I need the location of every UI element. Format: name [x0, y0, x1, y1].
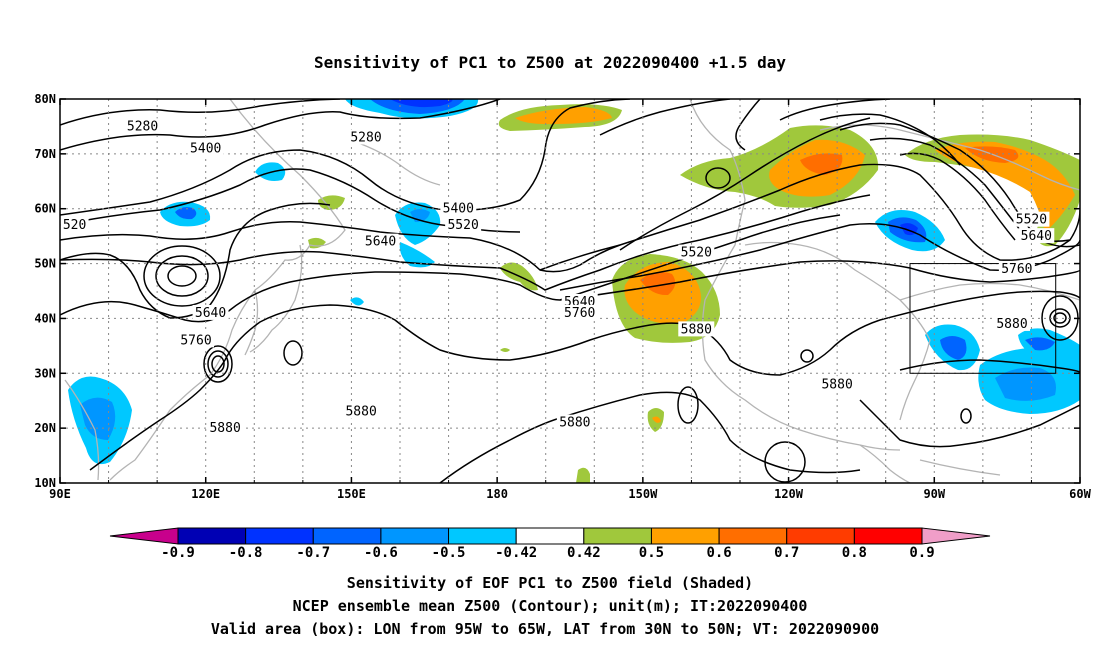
colorbar-label: -0.6 [364, 545, 398, 561]
lon-tick-label: 150W [628, 487, 658, 501]
contour-label-bg [819, 376, 856, 392]
lon-tick-label: 180 [486, 487, 508, 501]
lat-tick-label: 30N [34, 366, 56, 380]
colorbar-low-extension [109, 527, 179, 545]
contour-label: 5880 [209, 421, 240, 436]
colorbar-swatch [718, 527, 788, 545]
contour-label-bg [1018, 228, 1055, 244]
contour-label: 5880 [559, 416, 590, 431]
contour-label-bg [678, 244, 715, 260]
colorbar-swatch [312, 527, 382, 545]
contour-label: 5880 [996, 317, 1027, 332]
figure-title: Sensitivity of PC1 to Z500 at 2022090400… [314, 53, 786, 72]
contour-label: 5880 [345, 405, 376, 420]
lon-tick-label: 150E [337, 487, 366, 501]
map-axes: 90E 120E 150E 180 150W 120W 90W 60W 80N 70N 60N 50N… [34, 92, 1091, 501]
lon-tick-label: 60W [1069, 487, 1091, 501]
z500-contours [60, 99, 1080, 483]
contour-label-bg [187, 140, 224, 156]
contour-label: 5520 [1016, 213, 1047, 228]
contour-label: 5760 [1001, 262, 1032, 277]
colorbar-label: -0.42 [495, 545, 537, 561]
valid-area-box [909, 263, 1057, 374]
colorbar-high-extension [921, 527, 991, 545]
contour-label-bg [192, 304, 229, 320]
lat-tick-label: 10N [34, 476, 56, 490]
colorbar-swatch [786, 527, 855, 545]
contour-label-bg [207, 420, 244, 436]
colorbar-label: -0.9 [161, 545, 195, 561]
contour-label: 5520 [681, 246, 712, 261]
colorbar-label: 0.9 [909, 545, 934, 561]
contour-label: 5880 [681, 322, 712, 337]
contour-label-bg [343, 403, 380, 419]
contour-label-bg [998, 261, 1035, 277]
contour-label-bg [60, 217, 89, 233]
contour-label: 5760 [180, 333, 211, 348]
contour-label: 5400 [443, 202, 474, 217]
colorbar-swatch [853, 527, 923, 545]
colorbar: -0.9 -0.8 -0.7 -0.6 -0.5 -0.42 0.42 0.5 0.6 0.7 0.… [109, 527, 991, 561]
colorbar-swatch [650, 527, 720, 545]
contour-label: 5640 [195, 306, 226, 321]
contour-label-bg [556, 414, 593, 430]
contour-label-bg [994, 315, 1030, 331]
contour-label-bg [678, 321, 715, 337]
colorbar-label: 0.5 [639, 545, 664, 561]
contour-label-bg [1013, 211, 1050, 227]
colorbar-swatch [515, 527, 585, 545]
contour-labels: 5280540052056405760588052805640540055205… [60, 118, 1055, 436]
contour-label: 5520 [447, 218, 478, 233]
contour-label: 5760 [564, 306, 595, 321]
colorbar-swatch [380, 527, 450, 545]
contour-label-bg [445, 217, 482, 233]
map-frame [59, 98, 1081, 484]
contour-label: 520 [63, 218, 86, 233]
colorbar-label: -0.8 [229, 545, 263, 561]
contour-label-bg [440, 200, 477, 216]
colorbar-label: 0.42 [567, 545, 601, 561]
contour-label-bg [124, 118, 161, 134]
colorbar-label: 0.8 [842, 545, 867, 561]
contour-label-bg [362, 233, 399, 249]
contour-label: 5400 [190, 141, 221, 156]
colorbar-label: 0.6 [706, 545, 731, 561]
contour-label: 5280 [127, 119, 158, 134]
contour-label: 5880 [821, 377, 852, 392]
contour-label-bg [178, 332, 214, 348]
footer-line-1: Sensitivity of EOF PC1 to Z500 field (Sh… [347, 574, 753, 592]
contour-label: 5640 [1021, 229, 1052, 244]
lat-tick-label: 40N [34, 311, 56, 325]
colorbar-swatch [583, 527, 652, 545]
lat-tick-label: 50N [34, 257, 56, 271]
colorbar-label: 0.7 [774, 545, 799, 561]
contour-label-bg [561, 304, 598, 320]
footer-line-3: Valid area (box): LON from 95W to 65W, L… [211, 620, 879, 638]
lat-tick-label: 20N [34, 421, 56, 435]
lat-tick-label: 60N [34, 202, 56, 216]
lon-tick-label: 120E [191, 487, 220, 501]
contour-label-bg [348, 129, 384, 145]
contour-label: 5280 [350, 130, 381, 145]
lat-tick-label: 70N [34, 147, 56, 161]
contour-label: 5640 [365, 235, 396, 250]
colorbar-label: -0.5 [432, 545, 466, 561]
lon-tick-label: 90W [923, 487, 945, 501]
colorbar-swatch [448, 527, 517, 545]
lon-tick-label: 120W [774, 487, 804, 501]
map-panel: 5280540052056405760588052805640540055205… [34, 92, 1091, 501]
lat-tick-label: 80N [34, 92, 56, 106]
colorbar-swatch [177, 527, 247, 545]
footer-line-2: NCEP ensemble mean Z500 (Contour); unit(… [293, 597, 808, 615]
colorbar-label: -0.7 [296, 545, 330, 561]
lon-tick-label: 90E [49, 487, 71, 501]
colorbar-swatch [245, 527, 314, 545]
